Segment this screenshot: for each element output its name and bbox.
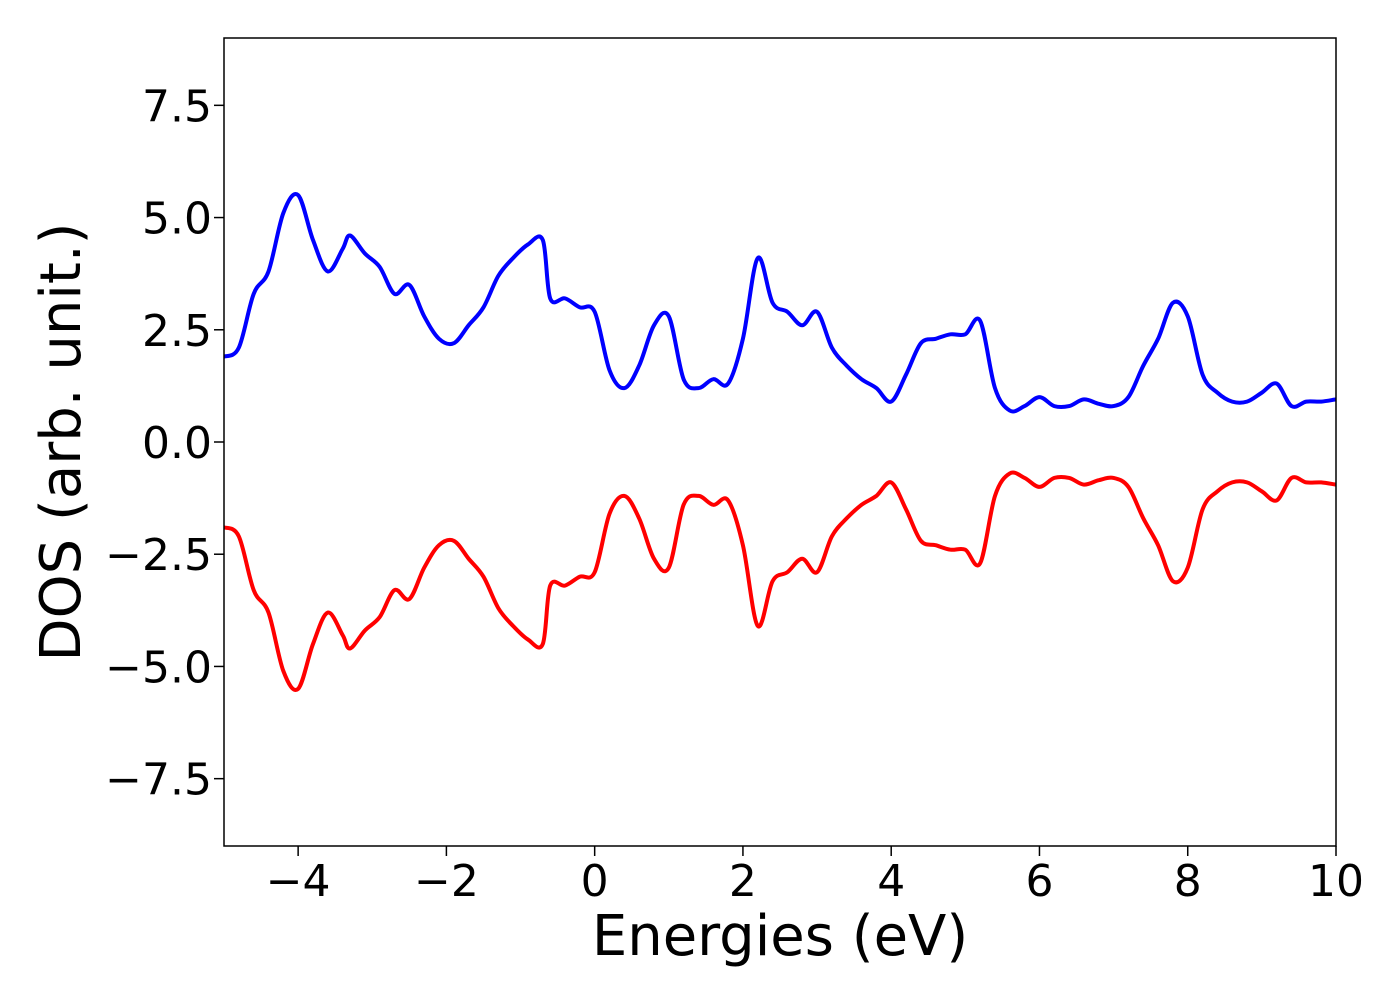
y-axis-ticks: −7.5 −5.0 −2.5 0.0 2.5 5.0 7.5 — [105, 81, 224, 806]
x-tick-label: 6 — [1025, 856, 1053, 907]
x-tick-label: 4 — [877, 856, 905, 907]
x-axis-label: Energies (eV) — [592, 904, 968, 969]
y-axis-label: DOS (arb. unit.) — [29, 222, 94, 661]
plot-frame — [223, 37, 1337, 847]
x-tick-label: −4 — [266, 856, 331, 907]
series-line-spin-up — [224, 192, 1336, 414]
x-axis-ticks: −4 −2 0 2 4 6 8 10 — [266, 846, 1364, 907]
y-tick-label: 7.5 — [142, 81, 212, 132]
y-tick-label: −7.5 — [105, 755, 212, 806]
y-tick-label: 2.5 — [142, 306, 212, 357]
x-tick-label: 10 — [1308, 856, 1364, 907]
x-tick-label: 8 — [1174, 856, 1202, 907]
series-layer — [224, 192, 1336, 692]
y-tick-label: −5.0 — [105, 642, 212, 693]
series-line-spin-down — [224, 470, 1336, 692]
x-tick-label: 2 — [729, 856, 757, 907]
x-tick-label: −2 — [414, 856, 479, 907]
x-tick-label: 0 — [581, 856, 609, 907]
y-tick-label: −2.5 — [105, 530, 212, 581]
y-tick-label: 0.0 — [142, 418, 212, 469]
y-tick-label: 5.0 — [142, 194, 212, 245]
